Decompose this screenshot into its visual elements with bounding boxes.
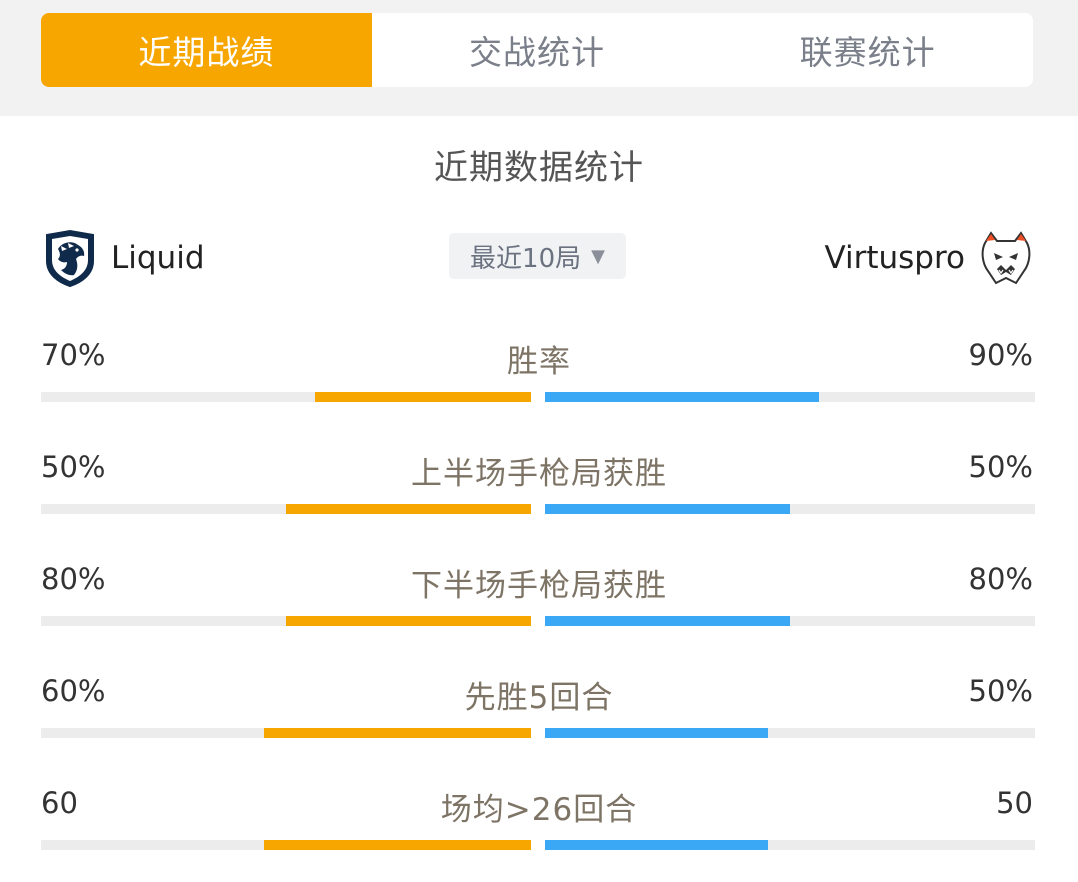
stat-left-value: 70% bbox=[41, 338, 106, 372]
tab-league-stats[interactable]: 联赛统计 bbox=[799, 33, 936, 72]
tab-bar: 近期战绩 交战统计 联赛统计 bbox=[41, 13, 1033, 87]
stat-label: 下半场手枪局获胜 bbox=[411, 568, 667, 604]
team-left[interactable]: Liquid bbox=[43, 228, 205, 288]
stat-left-bar bbox=[286, 504, 531, 514]
stat-label: 上半场手枪局获胜 bbox=[411, 456, 667, 492]
stat-left-bar bbox=[315, 392, 531, 402]
stat-right-track bbox=[545, 840, 1035, 850]
stat-right-bar bbox=[545, 504, 790, 514]
stat-row: 60% 先胜5回合 50% bbox=[0, 674, 1078, 786]
stat-right-bar bbox=[545, 840, 768, 850]
caret-down-icon: ▼ bbox=[591, 245, 605, 267]
tab-bar-area: 近期战绩 交战统计 联赛统计 bbox=[0, 0, 1078, 116]
stat-right-value: 50% bbox=[968, 450, 1033, 484]
tab-head-to-head[interactable]: 交战统计 bbox=[469, 33, 605, 72]
stat-right-track bbox=[545, 392, 1035, 402]
team-left-name: Liquid bbox=[111, 240, 205, 276]
stat-left-value: 50% bbox=[41, 450, 106, 484]
stat-label: 场均>26回合 bbox=[440, 792, 638, 828]
section-title: 近期数据统计 bbox=[434, 148, 644, 188]
virtuspro-bear-icon bbox=[981, 231, 1031, 285]
stat-left-bar bbox=[263, 728, 531, 738]
stat-label: 先胜5回合 bbox=[464, 680, 614, 716]
stat-left-track bbox=[41, 728, 531, 738]
stat-right-value: 80% bbox=[968, 562, 1033, 596]
stat-left-value: 60% bbox=[41, 674, 106, 708]
stat-row: 80% 下半场手枪局获胜 80% bbox=[0, 562, 1078, 674]
stat-right-bar bbox=[545, 728, 768, 738]
stat-right-track bbox=[545, 616, 1035, 626]
stat-left-track bbox=[41, 840, 531, 850]
stat-left-track bbox=[41, 616, 531, 626]
stat-left-track bbox=[41, 504, 531, 514]
stat-right-value: 50 bbox=[996, 786, 1033, 820]
team-right-name: Virtuspro bbox=[824, 240, 965, 276]
dropdown-label: 最近10局 bbox=[470, 243, 582, 274]
stat-left-track bbox=[41, 392, 531, 402]
stat-right-bar bbox=[545, 392, 820, 402]
stat-left-bar bbox=[263, 840, 531, 850]
stat-right-bar bbox=[545, 616, 790, 626]
stat-row: 50% 上半场手枪局获胜 50% bbox=[0, 450, 1078, 562]
team-right[interactable]: Virtuspro bbox=[824, 228, 1033, 288]
stat-right-value: 50% bbox=[968, 674, 1033, 708]
stat-row: 60 场均>26回合 50 bbox=[0, 786, 1078, 882]
stat-left-value: 60 bbox=[41, 786, 78, 820]
tab-recent-record[interactable]: 近期战绩 bbox=[41, 13, 372, 87]
stat-right-track bbox=[545, 728, 1035, 738]
match-count-dropdown[interactable]: 最近10局 ▼ bbox=[449, 233, 626, 279]
stat-left-bar bbox=[286, 616, 531, 626]
stat-row: 70% 胜率 90% bbox=[0, 338, 1078, 450]
stat-right-value: 90% bbox=[968, 338, 1033, 372]
stat-label: 胜率 bbox=[507, 344, 571, 380]
liquid-horse-icon bbox=[46, 229, 94, 287]
stat-right-track bbox=[545, 504, 1035, 514]
stat-left-value: 80% bbox=[41, 562, 106, 596]
